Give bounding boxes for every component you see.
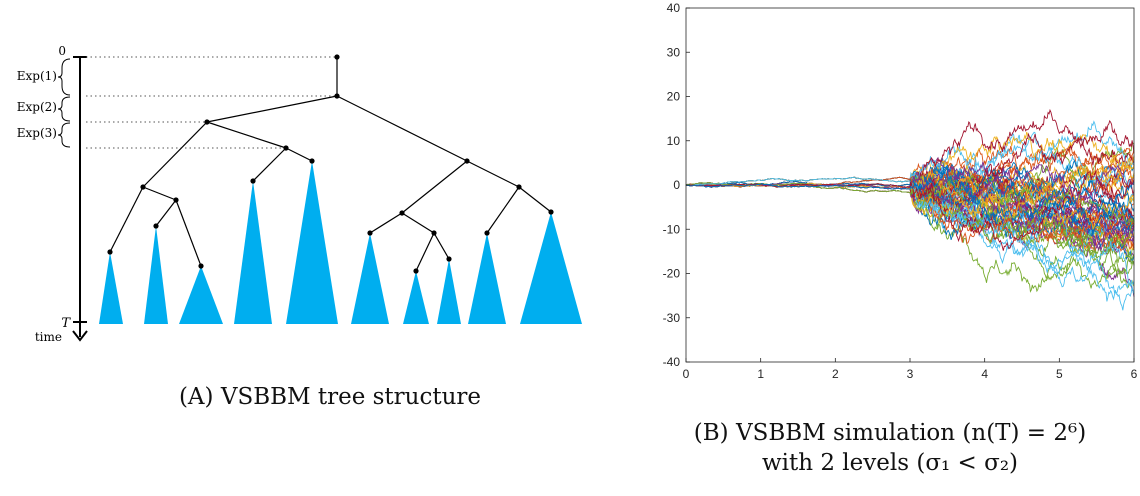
root-node [334,54,340,60]
leaf-triangles [99,161,582,324]
leaf-triangle [234,181,272,324]
branch-node [399,210,405,216]
caption-b-line2: with 2 levels (σ₁ < σ₂) [761,450,1019,476]
axis-ticks: 0 1 2 3 4 5 6 40 30 20 10 0 -10 -20 -30 -40 [663,1,1138,381]
y-tick-label: 0 [673,178,680,192]
x-tick-label: 2 [832,367,839,381]
x-tick-label: 3 [907,367,914,381]
leaf-node [548,209,554,215]
exp-1-label: Exp(1) [17,69,57,83]
tree-edges [109,57,552,272]
series-line [685,166,1135,236]
y-tick-label: -40 [663,355,681,369]
y-tick-label: -10 [663,222,681,236]
y-tick-label: 20 [667,90,681,104]
y-tick-label: -20 [663,267,681,281]
leaf-triangle [99,252,123,324]
exp-2-brace [57,96,71,122]
leaf-node [198,263,204,269]
branch-node [334,93,340,99]
simulation-chart: 0 1 2 3 4 5 6 40 30 20 10 0 -10 -20 -30 -40 [663,1,1138,381]
series-line [685,182,1135,260]
x-tick-label: 0 [683,367,690,381]
caption-b-text1: VSBBM simulation (n(T) = 2⁶) [735,420,1087,446]
branch-node [464,158,470,164]
branch-node [516,184,522,190]
time-zero-label: 0 [58,44,66,58]
exp-3-label: Exp(3) [17,126,57,140]
leaf-node [153,223,159,229]
leaf-triangle [437,259,461,324]
leaf-node [367,230,373,236]
caption-b-tag: (B) [693,420,729,446]
y-tick-label: 10 [667,134,681,148]
leaf-triangle [179,266,223,324]
tree-nodes [107,54,554,274]
series-line [685,176,1135,295]
x-tick-label: 5 [1056,367,1063,381]
y-tick-label: -30 [663,311,681,325]
caption-a-tag: (A) [178,384,214,410]
leaf-triangle [351,233,389,324]
exp-2-label: Exp(2) [17,100,57,114]
caption-a: (A) VSBBM tree structure [100,384,560,410]
series-line [685,108,1135,188]
series-paths [685,108,1135,311]
x-tick-label: 6 [1131,367,1138,381]
leaf-triangle [286,161,338,324]
leaf-triangle [403,271,429,324]
leaf-node [446,256,452,262]
leaf-node [413,268,419,274]
leaf-node [309,158,315,164]
branch-node [140,184,146,190]
leaf-node [107,249,113,255]
y-tick-label: 30 [667,45,681,59]
dotted-guides [86,56,337,149]
leaf-node [250,178,256,184]
leaf-node [484,230,490,236]
caption-a-text: VSBBM tree structure [220,384,482,410]
branch-node [204,119,210,125]
leaf-triangle [520,212,582,324]
x-tick-label: 1 [757,367,764,381]
caption-b: (B) VSBBM simulation (n(T) = 2⁶) with 2 … [640,418,1140,478]
leaf-triangle [144,226,168,324]
x-tick-label: 4 [981,367,988,381]
time-label: time [35,330,62,344]
tree-diagram: 0 T time Exp(1) Exp(2) Exp(3) [17,44,582,344]
exp-3-brace [57,122,71,148]
time-T-label: T [61,316,71,331]
y-tick-label: 40 [667,1,681,15]
branch-node [283,145,289,151]
series-line [685,170,1135,251]
time-axis-arrowhead [72,330,88,342]
branch-node [173,197,179,203]
branch-node [431,230,437,236]
leaf-triangle [468,233,506,324]
exp-1-brace [57,58,71,96]
caption-b-line1: (B) VSBBM simulation (n(T) = 2⁶) [640,418,1140,448]
